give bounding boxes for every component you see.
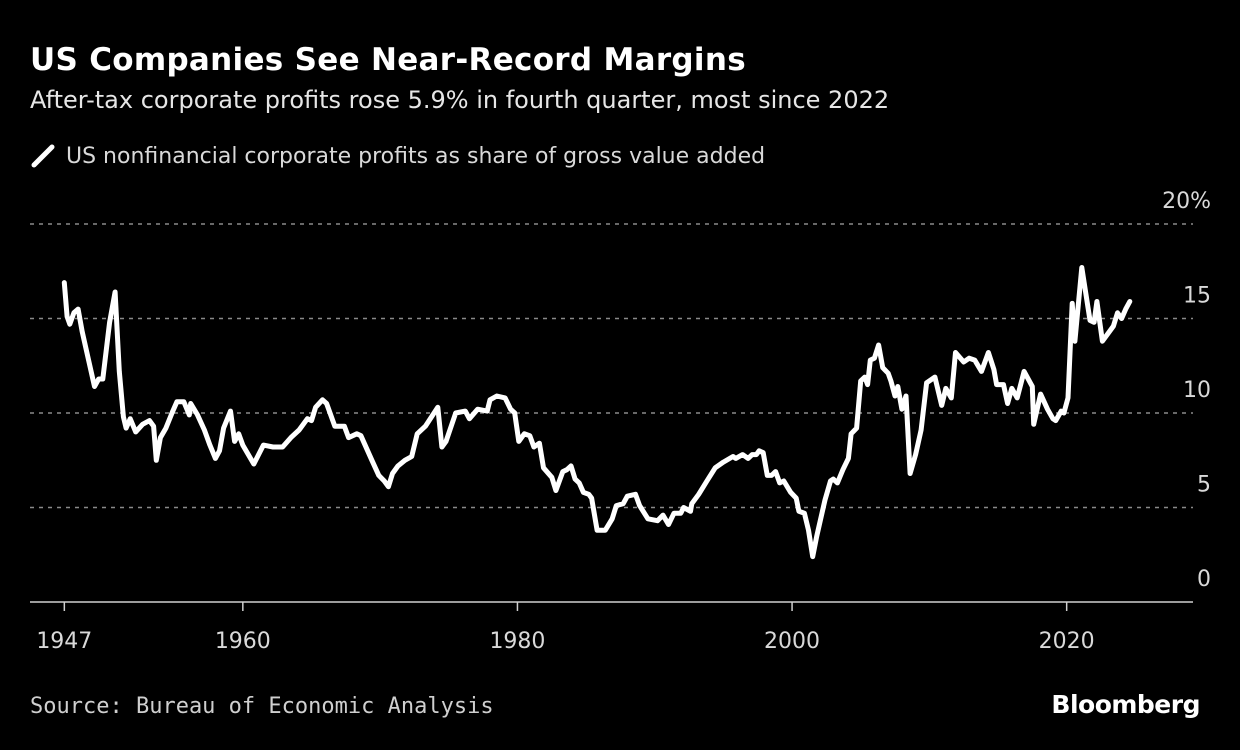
y-tick-label: 15: [1183, 284, 1211, 309]
chart-subtitle: After-tax corporate profits rose 5.9% in…: [30, 86, 890, 114]
y-tick-label: 0: [1197, 567, 1211, 592]
x-tick-label: 2000: [764, 629, 820, 654]
chart-title: US Companies See Near-Record Margins: [30, 42, 746, 78]
legend: US nonfinancial corporate profits as sha…: [30, 143, 765, 169]
legend-line-icon: [31, 144, 55, 168]
legend-label: US nonfinancial corporate profits as sha…: [66, 143, 766, 169]
x-tick-label: 2020: [1039, 629, 1095, 654]
y-tick-label: 5: [1197, 473, 1211, 498]
gridlines: [30, 223, 1193, 509]
series-line: [61, 265, 1133, 560]
x-axis-ticks: 1947 1960 1980 2000 2020: [36, 602, 1095, 654]
source-note: Source: Bureau of Economic Analysis: [30, 694, 494, 719]
y-tick-label: 20%: [1162, 189, 1211, 214]
y-axis-ticks: 20% 15 10 5 0: [1162, 189, 1211, 592]
series: [61, 265, 1133, 560]
x-tick-label: 1947: [36, 629, 92, 654]
bloomberg-logo: Bloomberg: [1051, 690, 1200, 719]
x-tick-label: 1960: [215, 629, 271, 654]
y-tick-label: 10: [1183, 378, 1211, 403]
x-tick-label: 1980: [489, 629, 545, 654]
